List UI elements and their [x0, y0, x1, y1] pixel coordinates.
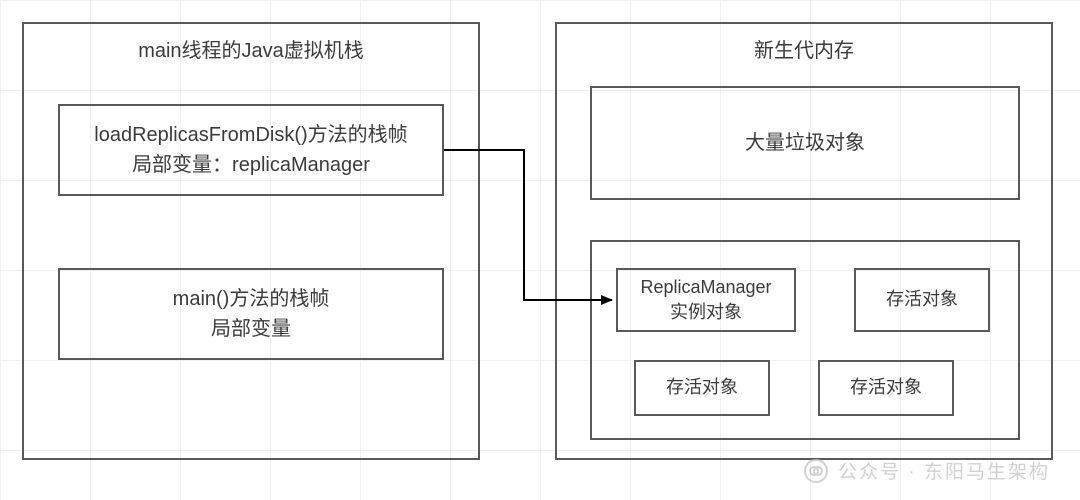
object-alive-2-label: 存活对象	[666, 375, 738, 400]
wechat-icon	[804, 459, 828, 483]
object-replica-manager-line2: 实例对象	[670, 300, 742, 325]
object-alive-1: 存活对象	[854, 268, 990, 332]
stack-frame-loadreplicas: loadReplicasFromDisk()方法的栈帧 局部变量：replica…	[58, 104, 444, 196]
watermark-text: 公众号 · 东阳马生架构	[838, 457, 1050, 484]
object-alive-2: 存活对象	[634, 360, 770, 416]
object-alive-1-label: 存活对象	[886, 287, 958, 312]
object-alive-3: 存活对象	[818, 360, 954, 416]
stack-frame-loadreplicas-line2: 局部变量：replicaManager	[132, 150, 370, 180]
left-panel-jvm-stack: main线程的Java虚拟机栈	[22, 22, 480, 460]
garbage-objects-label: 大量垃圾对象	[745, 128, 865, 158]
right-panel-title: 新生代内存	[754, 34, 854, 63]
diagram-canvas: main线程的Java虚拟机栈 loadReplicasFromDisk()方法…	[0, 0, 1080, 500]
stack-frame-loadreplicas-line1: loadReplicasFromDisk()方法的栈帧	[94, 120, 407, 150]
object-alive-3-label: 存活对象	[850, 375, 922, 400]
garbage-objects-box: 大量垃圾对象	[590, 86, 1020, 200]
object-replica-manager: ReplicaManager 实例对象	[616, 268, 796, 332]
stack-frame-main-line1: main()方法的栈帧	[173, 284, 330, 314]
left-panel-title: main线程的Java虚拟机栈	[138, 34, 364, 63]
object-replica-manager-line1: ReplicaManager	[640, 275, 771, 300]
watermark: 公众号 · 东阳马生架构	[804, 457, 1050, 484]
stack-frame-main-line2: 局部变量	[211, 314, 291, 344]
stack-frame-main: main()方法的栈帧 局部变量	[58, 268, 444, 360]
